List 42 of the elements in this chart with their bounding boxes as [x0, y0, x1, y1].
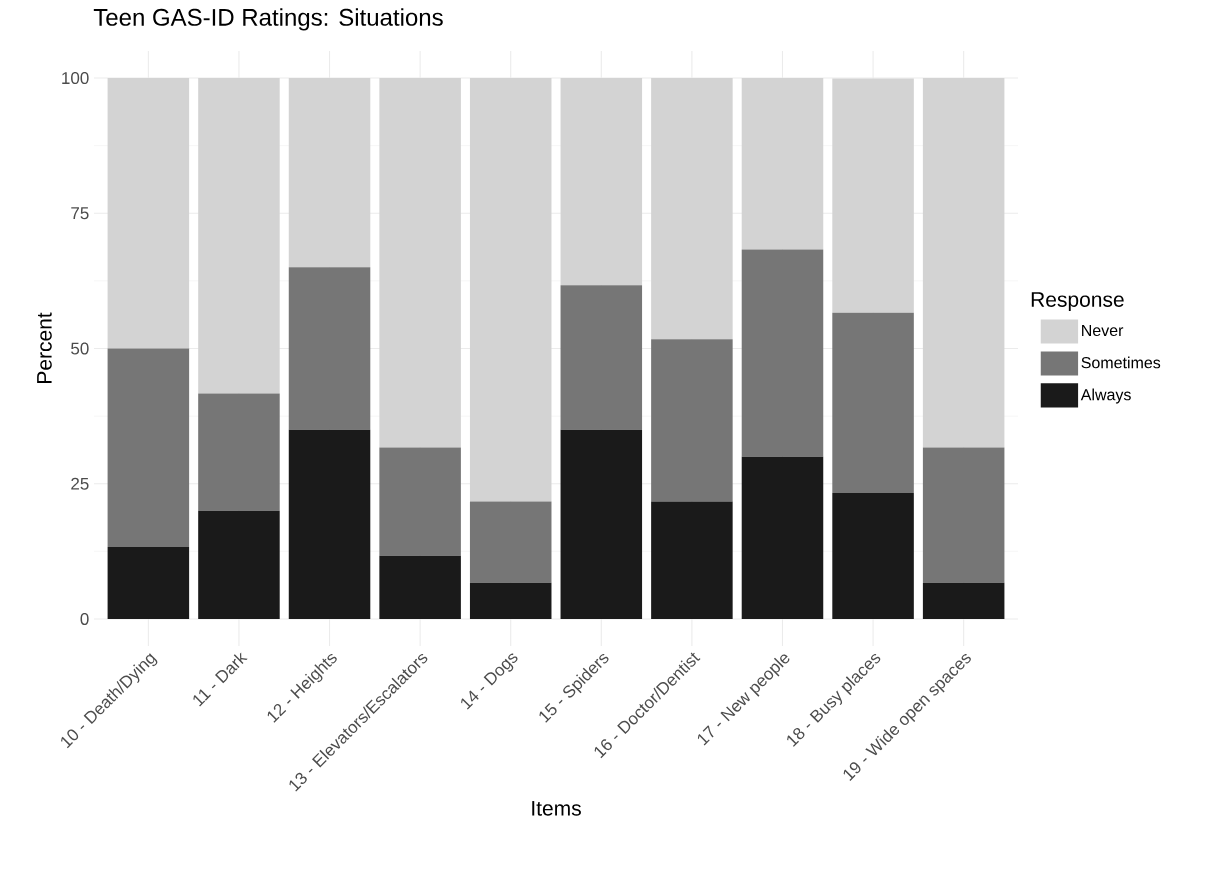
- bar: [379, 555, 461, 619]
- bar: [198, 78, 280, 394]
- bar: [469, 78, 552, 502]
- bar: [107, 547, 190, 619]
- bar: [379, 447, 461, 556]
- bar: [560, 429, 643, 619]
- y-axis-title: Percent: [37, 312, 52, 383]
- bar: [198, 510, 280, 619]
- bar: [651, 501, 733, 619]
- bar: [651, 339, 733, 502]
- legend-label: Always: [1080, 388, 1131, 404]
- x-axis-title: Items: [532, 801, 581, 816]
- legend-label: Sometimes: [1081, 356, 1161, 369]
- legend-title: Response: [1031, 292, 1124, 312]
- y-tick-label: 100: [62, 72, 89, 85]
- bar: [288, 267, 371, 430]
- bar: [288, 429, 371, 619]
- bar: [560, 78, 643, 286]
- bar: [288, 78, 371, 268]
- bar: [741, 78, 824, 250]
- bar: [560, 285, 643, 430]
- y-tick-label: 75: [71, 207, 89, 220]
- bar: [741, 456, 824, 619]
- bar: [922, 582, 1005, 619]
- bar: [469, 582, 552, 619]
- bar: [922, 447, 1005, 583]
- bar: [741, 249, 824, 457]
- bar: [198, 393, 280, 511]
- bar: [832, 492, 914, 619]
- legend-label: Never: [1082, 324, 1124, 337]
- y-tick-label: 0: [80, 612, 89, 625]
- y-tick-label: 50: [71, 342, 89, 355]
- bar: [107, 348, 190, 547]
- bar: [832, 78, 914, 313]
- chart-title: Teen GAS-ID Ratings: Situations: [93, 8, 443, 31]
- bar: [922, 78, 1005, 448]
- bar: [832, 312, 914, 493]
- bar: [107, 78, 190, 349]
- bar: [379, 78, 461, 448]
- bar: [651, 78, 733, 340]
- bar: [469, 501, 552, 583]
- y-tick-label: 25: [71, 477, 89, 490]
